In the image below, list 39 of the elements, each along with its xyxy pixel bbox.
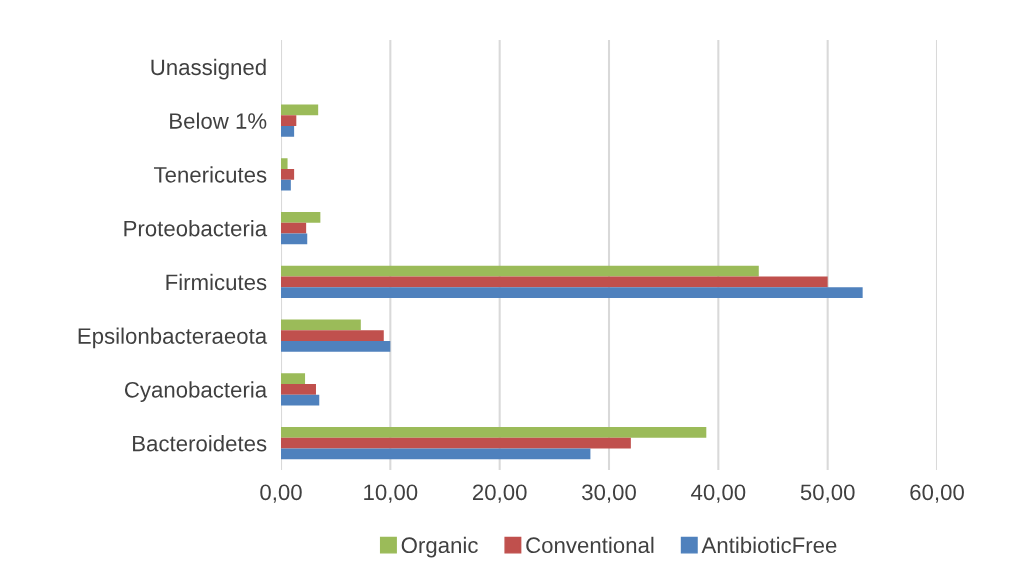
- x-tick-label: 60,00: [910, 484, 964, 503]
- x-tick-label: 40,00: [691, 484, 746, 503]
- y-tick-label: Firmicutes: [166, 273, 267, 291]
- bar: [281, 287, 863, 298]
- bar: [281, 427, 707, 438]
- bar: [281, 179, 291, 191]
- bar: [281, 104, 319, 116]
- bar: [281, 341, 391, 352]
- bar: [281, 233, 308, 245]
- y-tick-label: Below 1%: [170, 112, 267, 129]
- legend-label: Conventional: [526, 536, 654, 554]
- bar: [281, 437, 631, 449]
- y-tick-label: Epsilonbacteraeota: [78, 327, 268, 349]
- y-tick-label: Bacteroidetes: [133, 435, 267, 452]
- x-tick-label: 20,00: [472, 484, 527, 503]
- bar: [281, 394, 320, 406]
- legend-label: AntibioticFree: [701, 536, 837, 554]
- bar: [281, 212, 321, 223]
- bar: [281, 319, 361, 331]
- bar: [281, 276, 828, 288]
- x-tick-label: 10,00: [364, 484, 418, 503]
- bar: [281, 384, 316, 395]
- bar: [281, 126, 295, 137]
- bar: [281, 115, 297, 126]
- legend-label: Organic: [401, 536, 478, 558]
- y-tick-label: Proteobacteria: [124, 220, 268, 237]
- bar: [281, 169, 295, 180]
- bar: [281, 158, 288, 169]
- x-tick-label: 50,00: [800, 484, 855, 503]
- bar: [281, 222, 307, 234]
- x-tick-label: 0,00: [260, 484, 302, 503]
- y-tick-label: Unassigned: [151, 58, 266, 80]
- bar: [281, 448, 591, 460]
- bar: [281, 330, 384, 341]
- x-tick-label: 30,00: [582, 484, 636, 503]
- bar: [281, 265, 759, 277]
- bar: [281, 373, 306, 384]
- y-tick-label: Tenericutes: [153, 166, 267, 183]
- y-tick-label: Cyanobacteria: [124, 381, 268, 403]
